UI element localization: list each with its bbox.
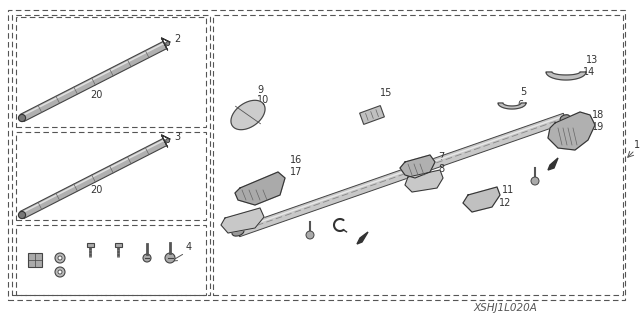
Bar bbox=[213, 15, 623, 295]
Text: 15: 15 bbox=[380, 88, 392, 98]
Text: 1: 1 bbox=[634, 140, 640, 150]
Polygon shape bbox=[161, 38, 170, 50]
Polygon shape bbox=[231, 100, 265, 130]
Polygon shape bbox=[236, 113, 566, 237]
Polygon shape bbox=[546, 72, 586, 80]
Circle shape bbox=[19, 211, 26, 219]
Bar bbox=[16, 17, 206, 127]
Polygon shape bbox=[498, 103, 526, 109]
Text: 12: 12 bbox=[499, 198, 511, 208]
Text: 6: 6 bbox=[517, 100, 523, 110]
Polygon shape bbox=[221, 208, 264, 233]
Circle shape bbox=[55, 253, 65, 263]
Text: 17: 17 bbox=[290, 167, 302, 177]
Circle shape bbox=[58, 256, 62, 260]
Text: 8: 8 bbox=[438, 164, 444, 174]
Polygon shape bbox=[20, 41, 167, 122]
Circle shape bbox=[165, 253, 175, 263]
Polygon shape bbox=[360, 106, 385, 124]
Text: 9: 9 bbox=[257, 85, 263, 95]
Polygon shape bbox=[237, 115, 564, 231]
Text: 16: 16 bbox=[290, 155, 302, 165]
Text: 7: 7 bbox=[438, 152, 444, 162]
Polygon shape bbox=[20, 42, 164, 117]
Polygon shape bbox=[463, 187, 500, 212]
Polygon shape bbox=[20, 138, 167, 219]
Text: 13: 13 bbox=[586, 55, 598, 65]
Circle shape bbox=[306, 231, 314, 239]
Circle shape bbox=[143, 254, 151, 262]
Polygon shape bbox=[357, 232, 368, 244]
Text: 10: 10 bbox=[257, 95, 269, 105]
Polygon shape bbox=[161, 135, 170, 147]
Ellipse shape bbox=[419, 173, 424, 177]
Text: XSHJ1L020A: XSHJ1L020A bbox=[473, 303, 537, 313]
Polygon shape bbox=[20, 139, 164, 214]
Circle shape bbox=[58, 270, 62, 274]
Text: 20: 20 bbox=[90, 185, 102, 195]
Text: 2: 2 bbox=[174, 34, 180, 44]
Text: 11: 11 bbox=[502, 185, 515, 195]
Circle shape bbox=[166, 139, 170, 143]
Text: 18: 18 bbox=[592, 110, 604, 120]
Bar bbox=[86, 243, 93, 247]
Circle shape bbox=[531, 177, 539, 185]
Bar bbox=[28, 253, 42, 267]
Text: 4: 4 bbox=[186, 242, 192, 252]
Bar bbox=[12, 15, 210, 295]
Polygon shape bbox=[235, 172, 285, 205]
Bar bbox=[16, 132, 206, 220]
Polygon shape bbox=[548, 158, 558, 170]
Ellipse shape bbox=[560, 115, 570, 121]
Text: 5: 5 bbox=[520, 87, 526, 97]
Bar bbox=[115, 243, 122, 247]
Circle shape bbox=[55, 267, 65, 277]
Polygon shape bbox=[400, 155, 435, 178]
Text: 19: 19 bbox=[592, 122, 604, 132]
Polygon shape bbox=[548, 112, 595, 150]
Text: 20: 20 bbox=[90, 90, 102, 100]
Circle shape bbox=[166, 42, 170, 46]
Bar bbox=[16, 225, 206, 295]
Circle shape bbox=[19, 115, 26, 122]
Text: 14: 14 bbox=[583, 67, 595, 77]
Ellipse shape bbox=[232, 228, 244, 236]
Polygon shape bbox=[405, 170, 443, 192]
Text: 3: 3 bbox=[174, 132, 180, 142]
